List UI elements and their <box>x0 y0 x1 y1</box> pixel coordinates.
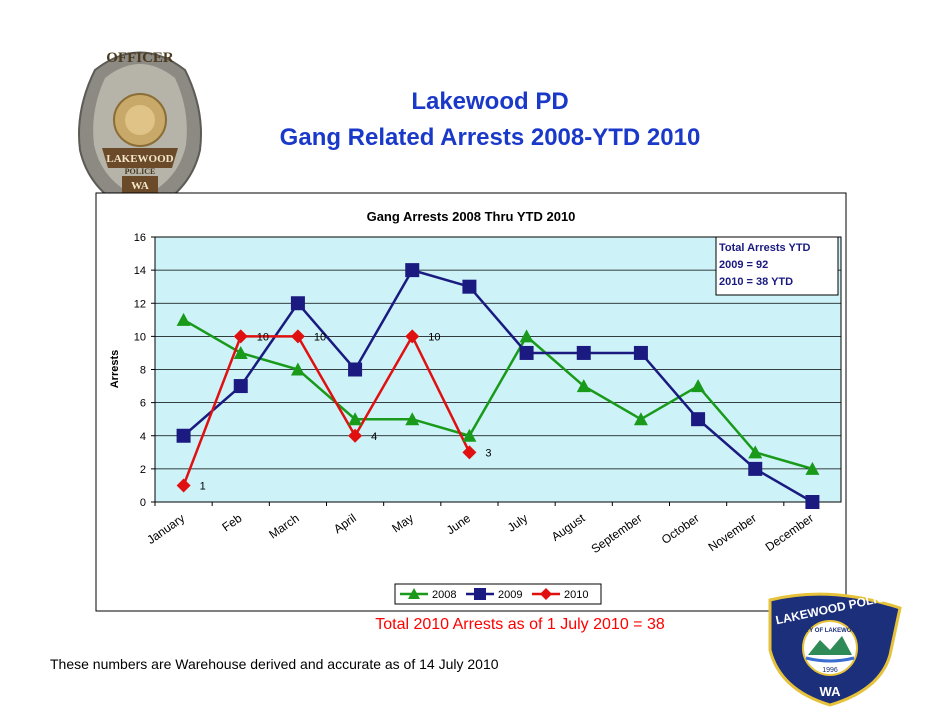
data-point-2009-June <box>462 279 477 294</box>
lakewood-police-patch-logo: LAKEWOOD POLICE CITY OF LAKEWOOD 1996 WA <box>768 589 902 707</box>
data-point-2010-Feb <box>233 329 248 344</box>
legend-label-2010: 2010 <box>564 589 588 601</box>
data-label: 10 <box>428 331 440 343</box>
y-tick-label: 14 <box>134 265 146 277</box>
data-label: 10 <box>314 331 326 343</box>
y-tick-label: 4 <box>140 431 146 443</box>
data-point-2008-August <box>576 379 591 393</box>
data-point-2010-April <box>348 428 363 443</box>
legend-label-2008: 2008 <box>432 589 456 601</box>
series-line-2010 <box>182 333 471 486</box>
annotation-line-1: Total Arrests YTD <box>719 242 811 254</box>
legend-marker-2008 <box>408 588 420 599</box>
data-point-2009-May <box>405 263 420 278</box>
y-tick-label: 12 <box>134 298 146 310</box>
badge-text-officer: OFFICER <box>106 50 174 66</box>
annotation-box: Total Arrests YTD 2009 = 92 2010 = 38 YT… <box>715 236 839 296</box>
annotation-line-2: 2009 = 92 <box>719 259 768 271</box>
patch-text-year: 1996 <box>822 667 838 674</box>
data-point-2010-January <box>176 478 191 493</box>
y-axis-label: Arrests <box>109 350 121 389</box>
data-label: 3 <box>485 447 491 459</box>
data-point-2008-Feb <box>233 345 248 359</box>
legend-marker-2009 <box>474 588 486 600</box>
y-tick-label: 8 <box>140 365 146 377</box>
patch-text-wa: WA <box>820 684 842 699</box>
data-point-2008-October <box>691 379 706 393</box>
slide-title: Lakewood PD <box>411 88 569 115</box>
data-point-2010-May <box>405 329 420 344</box>
data-point-2009-November <box>748 461 763 476</box>
data-point-2008-January <box>176 312 191 326</box>
data-point-2009-July <box>519 345 534 360</box>
footnote: These numbers are Warehouse derived and … <box>50 656 499 672</box>
y-tick-label: 6 <box>140 398 146 410</box>
data-point-2010-March <box>290 329 305 344</box>
data-point-2008-June <box>462 428 477 442</box>
data-point-2010-June <box>462 445 477 460</box>
y-tick-label: 2 <box>140 464 146 476</box>
legend-label-2009: 2009 <box>498 589 522 601</box>
legend-marker-2010 <box>540 588 552 600</box>
series-line-2009 <box>182 268 814 504</box>
officer-badge-logo: OFFICER LAKEWOOD POLICE WA <box>78 50 202 217</box>
data-point-2008-March <box>290 362 305 376</box>
annotation-line-3: 2010 = 38 YTD <box>719 276 793 288</box>
data-point-2009-April <box>348 362 363 377</box>
badge-text-wa: WA <box>131 180 149 192</box>
y-tick-label: 0 <box>140 497 146 509</box>
data-point-2009-August <box>576 345 591 360</box>
data-point-2009-Feb <box>233 379 248 394</box>
chart-title: Gang Arrests 2008 Thru YTD 2010 <box>367 209 576 224</box>
patch-text-city: CITY OF LAKEWOOD <box>800 628 862 634</box>
series-line-2008 <box>182 318 813 471</box>
data-point-2009-January <box>176 428 191 443</box>
slide-subtitle: Gang Related Arrests 2008-YTD 2010 <box>279 124 701 151</box>
data-point-2008-November <box>748 445 763 459</box>
data-label: 1 <box>200 480 206 492</box>
data-point-2008-September <box>633 412 648 426</box>
data-label: 10 <box>257 331 269 343</box>
chart-legend: 2008 2009 2010 <box>394 583 602 605</box>
badge-text-police: POLICE <box>125 167 156 176</box>
data-label: 4 <box>371 431 377 443</box>
data-point-2009-March <box>290 296 305 311</box>
y-tick-label: 16 <box>134 232 146 244</box>
data-point-2008-December <box>805 461 820 475</box>
data-point-2008-July <box>519 329 534 343</box>
data-point-2009-December <box>805 495 820 509</box>
data-point-2009-September <box>633 345 648 360</box>
total-2010-note: Total 2010 Arrests as of 1 July 2010 = 3… <box>375 616 665 633</box>
data-point-2008-May <box>405 412 420 426</box>
data-point-2009-October <box>691 412 706 427</box>
badge-text-lakewood: LAKEWOOD <box>106 153 173 165</box>
data-point-2008-April <box>348 412 363 426</box>
y-tick-label: 10 <box>134 331 146 343</box>
